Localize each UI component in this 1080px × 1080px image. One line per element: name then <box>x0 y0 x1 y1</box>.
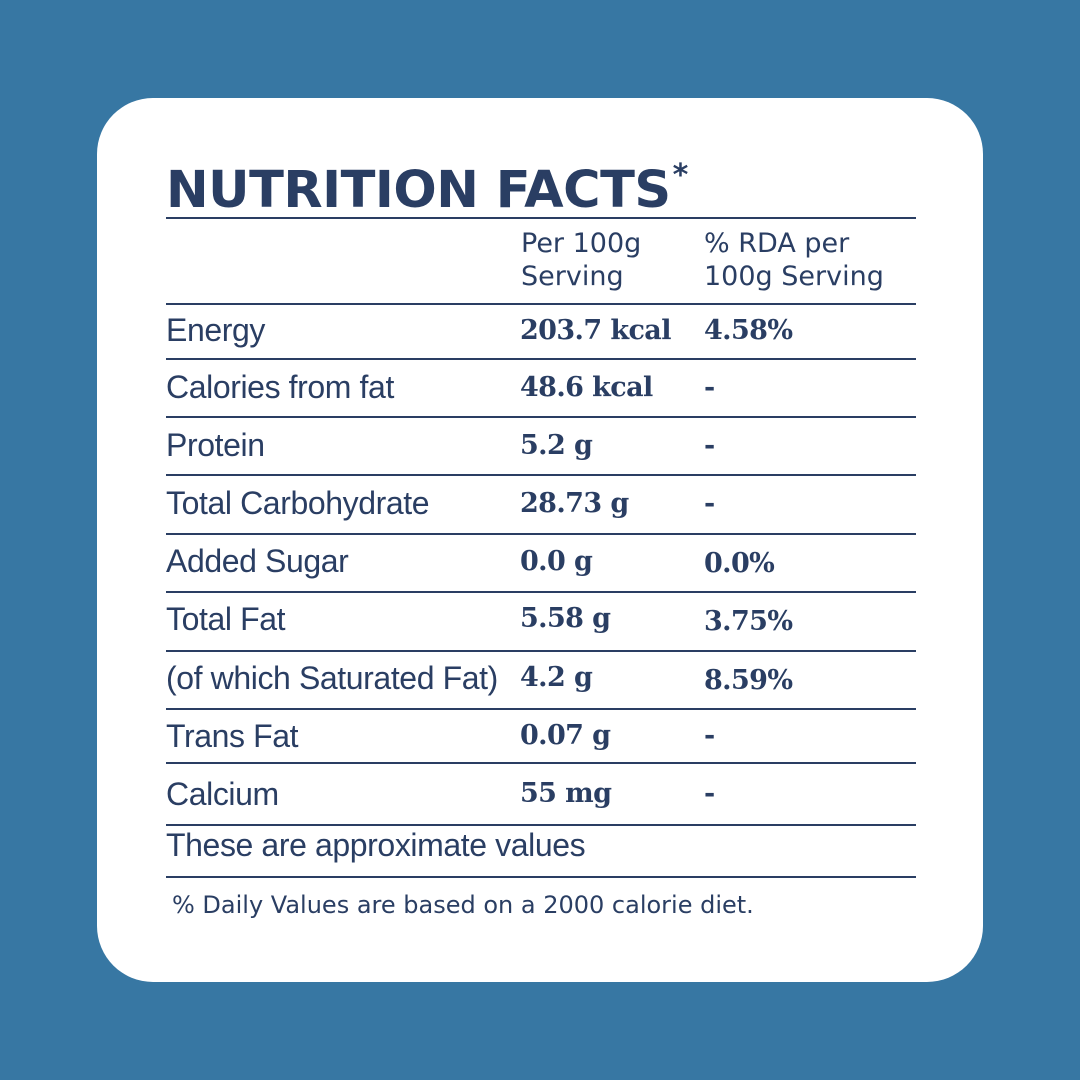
row-rda-saturated-fat: 8.59% <box>704 665 793 696</box>
row-value-saturated-fat: 4.2 g <box>520 662 593 693</box>
row-divider <box>166 416 916 418</box>
nutrition-card <box>97 98 983 982</box>
row-divider <box>166 591 916 593</box>
row-value-calories-from-fat: 48.6 kcal <box>520 372 653 403</box>
row-divider <box>166 358 916 360</box>
row-rda-energy: 4.58% <box>704 315 793 346</box>
column-header-rda: % RDA per 100g Serving <box>704 227 884 293</box>
page-title: NUTRITION FACTS* <box>166 158 689 220</box>
daily-values-footnote: % Daily Values are based on a 2000 calor… <box>172 891 754 919</box>
row-label-saturated-fat: (of which Saturated Fat) <box>166 660 498 696</box>
row-value-total-carbohydrate: 28.73 g <box>520 488 629 519</box>
row-divider <box>166 824 916 826</box>
row-rda-trans-fat: - <box>704 720 715 751</box>
row-label-calcium: Calcium <box>166 776 279 812</box>
row-rda-added-sugar: 0.0% <box>704 548 775 579</box>
column-header-line: 100g Serving <box>704 261 884 292</box>
row-divider <box>166 474 916 476</box>
table-bottom-rule <box>166 876 916 878</box>
column-header-line: % RDA per <box>704 228 850 259</box>
row-label-total-fat: Total Fat <box>166 601 286 637</box>
row-divider <box>166 533 916 535</box>
row-value-total-fat: 5.58 g <box>520 603 611 634</box>
row-label-trans-fat: Trans Fat <box>166 718 299 754</box>
column-header-line: Per 100g <box>521 228 642 259</box>
row-value-calcium: 55 mg <box>520 778 612 809</box>
title-asterisk: * <box>672 158 689 193</box>
column-header-line: Serving <box>521 261 624 292</box>
row-divider <box>166 708 916 710</box>
row-divider <box>166 762 916 764</box>
row-rda-total-fat: 3.75% <box>704 606 793 637</box>
header-rule <box>166 303 916 305</box>
row-label-added-sugar: Added Sugar <box>166 543 349 579</box>
row-label-energy: Energy <box>166 312 265 348</box>
row-value-trans-fat: 0.07 g <box>520 720 611 751</box>
row-divider <box>166 650 916 652</box>
row-value-protein: 5.2 g <box>520 430 593 461</box>
row-rda-calcium: - <box>704 778 715 809</box>
row-rda-total-carbohydrate: - <box>704 488 715 519</box>
row-label-calories-from-fat: Calories from fat <box>166 369 394 405</box>
row-value-energy: 203.7 kcal <box>520 315 671 346</box>
column-header-per-serving: Per 100g Serving <box>521 227 641 293</box>
table-top-rule <box>166 217 916 219</box>
row-label-protein: Protein <box>166 427 265 463</box>
row-label-total-carbohydrate: Total Carbohydrate <box>166 485 430 521</box>
row-value-added-sugar: 0.0 g <box>520 546 593 577</box>
row-rda-protein: - <box>704 430 715 461</box>
approximate-values-note: These are approximate values <box>166 827 586 863</box>
row-rda-calories-from-fat: - <box>704 372 715 403</box>
